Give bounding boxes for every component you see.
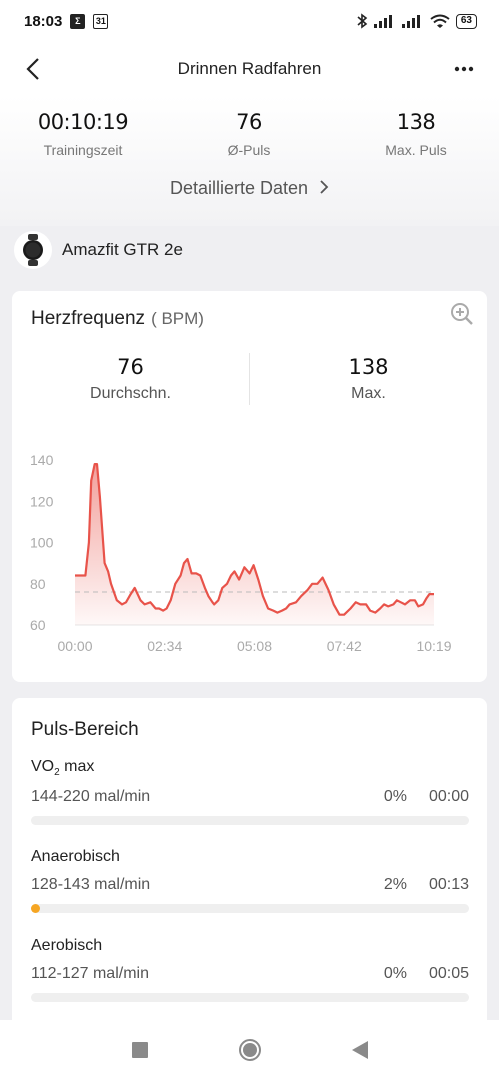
- zoom-in-icon: [451, 303, 473, 325]
- stat-label: Max. Puls: [385, 142, 447, 158]
- system-nav-bar: [0, 1020, 499, 1080]
- y-tick-label: 120: [30, 493, 54, 509]
- status-time: 18:03: [24, 12, 63, 30]
- workout-summary: 00:10:19 Trainingszeit 76 Ø-Puls 138 Max…: [0, 96, 499, 226]
- zone-range: 112-127 mal/min: [31, 965, 149, 982]
- divider: [249, 353, 250, 405]
- zone-percent: 2%: [383, 876, 407, 893]
- zone-name-sub: 2: [54, 767, 60, 779]
- calendar-icon: 31: [93, 13, 109, 29]
- stat-max-pulse: 138 Max. Puls: [333, 110, 499, 158]
- zone-percent: 0%: [383, 788, 407, 806]
- signal-icon: [373, 15, 392, 28]
- x-tick-label: 00:00: [57, 638, 92, 654]
- device-name: Amazfit GTR 2e: [62, 240, 183, 259]
- wifi-icon: [430, 14, 450, 28]
- pulse-zones-card: Puls-Bereich VO2 max 144-220 mal/min 0% …: [12, 698, 487, 1028]
- stat-value: 138: [396, 110, 436, 134]
- heart-rate-series-line: [75, 463, 434, 616]
- circle-home-icon: [238, 1039, 261, 1061]
- x-tick-label: 05:08: [237, 638, 272, 654]
- zone-progress-bar: [31, 904, 469, 913]
- zone-progress-bar: [31, 993, 469, 1002]
- device-row: Amazfit GTR 2e: [14, 230, 183, 270]
- top-nav-bar: Drinnen Radfahren: [0, 42, 499, 96]
- zone-time: 00:05: [428, 965, 469, 982]
- heart-rate-chart: 140 120 100 80 60 00:00 02:34 05:08 07:42 10:19: [30, 452, 452, 654]
- y-tick-label: 80: [30, 576, 46, 592]
- recents-button[interactable]: [127, 1037, 153, 1063]
- x-tick-label: 02:34: [147, 638, 182, 654]
- y-tick-label: 60: [30, 617, 46, 633]
- heart-rate-title-text: Herzfrequenz: [31, 308, 146, 329]
- zone-time: 00:13: [428, 876, 469, 893]
- zone-time: 00:00: [428, 788, 469, 806]
- page-title: Drinnen Radfahren: [177, 59, 322, 78]
- back-nav-button[interactable]: [347, 1037, 373, 1063]
- hr-max: 138 Max.: [250, 355, 487, 403]
- zone-progress-fill: [31, 904, 40, 913]
- stat-value: 76: [236, 110, 262, 134]
- square-icon: [131, 1042, 148, 1058]
- stat-value: 00:10:19: [37, 110, 129, 134]
- zone-name: Anaerobisch: [31, 848, 120, 865]
- zone-range: 128-143 mal/min: [31, 876, 151, 893]
- zone-name: VO2 max: [31, 758, 469, 778]
- battery-indicator: 63: [455, 13, 477, 29]
- zoom-in-button[interactable]: [449, 301, 475, 327]
- detailed-data-label: Detaillierte Daten: [169, 178, 309, 198]
- heart-rate-area: [75, 464, 434, 625]
- zone-name-main: VO: [31, 758, 55, 775]
- chevron-right-icon: [320, 180, 329, 194]
- signal-icon-2: [401, 15, 420, 28]
- bluetooth-icon: [357, 13, 368, 29]
- status-bar: 18:03 Σ 31 63: [0, 0, 499, 42]
- hr-average-value: 76: [117, 355, 144, 379]
- hr-average-label: Durchschn.: [90, 385, 171, 402]
- x-tick-label: 10:19: [416, 638, 451, 654]
- zone-aerobic: Aerobisch 112-127 mal/min 0% 00:05: [31, 937, 469, 1007]
- stat-label: Ø-Puls: [227, 142, 271, 158]
- pulse-zones-title: Puls-Bereich: [31, 719, 139, 740]
- more-options-button[interactable]: [449, 54, 479, 84]
- zone-name: Aerobisch: [31, 937, 103, 954]
- zone-vo2max: VO2 max 144-220 mal/min 0% 00:00: [31, 758, 469, 828]
- zone-name-rest: max: [59, 758, 95, 775]
- hr-max-value: 138: [348, 355, 389, 379]
- heart-rate-unit: ( BPM): [151, 309, 204, 328]
- heart-rate-card: Herzfrequenz ( BPM) 76 Durchschn. 138 Max…: [12, 291, 487, 682]
- heart-rate-title: Herzfrequenz ( BPM): [31, 308, 204, 330]
- zone-percent: 0%: [383, 965, 407, 982]
- triangle-back-icon: [351, 1041, 368, 1059]
- detailed-data-link[interactable]: Detaillierte Daten: [0, 178, 499, 199]
- back-button[interactable]: [18, 54, 48, 84]
- stat-label: Trainingszeit: [43, 142, 123, 158]
- y-tick-label: 100: [30, 535, 54, 551]
- home-button[interactable]: [237, 1037, 263, 1063]
- chevron-left-icon: [26, 58, 39, 80]
- y-tick-label: 140: [30, 452, 54, 468]
- zone-progress-bar: [31, 816, 469, 826]
- stat-training-time: 00:10:19 Trainingszeit: [0, 110, 166, 158]
- zone-range: 144-220 mal/min: [31, 788, 151, 806]
- x-tick-label: 07:42: [327, 638, 362, 654]
- more-dots-icon: [454, 66, 474, 72]
- watch-icon: [14, 231, 52, 269]
- hr-average: 76 Durchschn.: [12, 355, 249, 403]
- sigma-app-icon: Σ: [70, 13, 86, 29]
- hr-max-label: Max.: [351, 385, 386, 402]
- stat-avg-pulse: 76 Ø-Puls: [166, 110, 332, 158]
- zone-anaerobic: Anaerobisch 128-143 mal/min 2% 00:13: [31, 848, 469, 918]
